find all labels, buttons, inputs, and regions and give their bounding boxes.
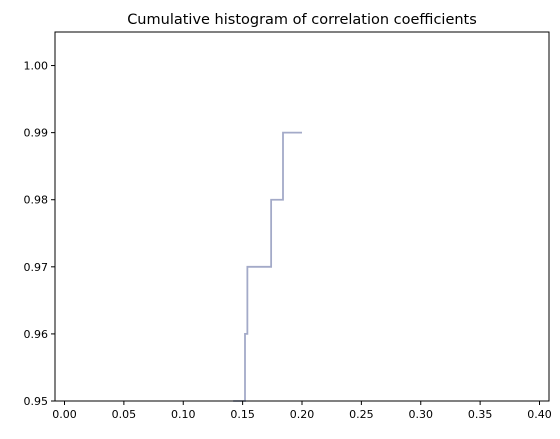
x-tick-label: 0.30 [409,408,434,421]
x-tick-label: 0.00 [52,408,77,421]
y-tick-label: 1.00 [24,60,49,73]
x-tick-label: 0.25 [349,408,374,421]
x-tick-label: 0.15 [230,408,255,421]
x-tick-label: 0.20 [290,408,315,421]
plot-area [233,131,302,402]
y-tick-label: 0.97 [24,261,49,274]
y-tick-label: 0.95 [24,395,49,408]
chart-title: Cumulative histogram of correlation coef… [127,12,477,28]
axes-frame [54,31,550,402]
series-line-0 [233,131,302,402]
x-tick-label: 0.40 [527,408,552,421]
y-tick-label: 0.99 [24,127,49,140]
y-tick-label: 0.96 [24,328,49,341]
x-tick-label: 0.10 [171,408,196,421]
x-tick-label: 0.35 [468,408,493,421]
x-tick-label: 0.05 [112,408,137,421]
y-tick-label: 0.98 [24,194,49,207]
